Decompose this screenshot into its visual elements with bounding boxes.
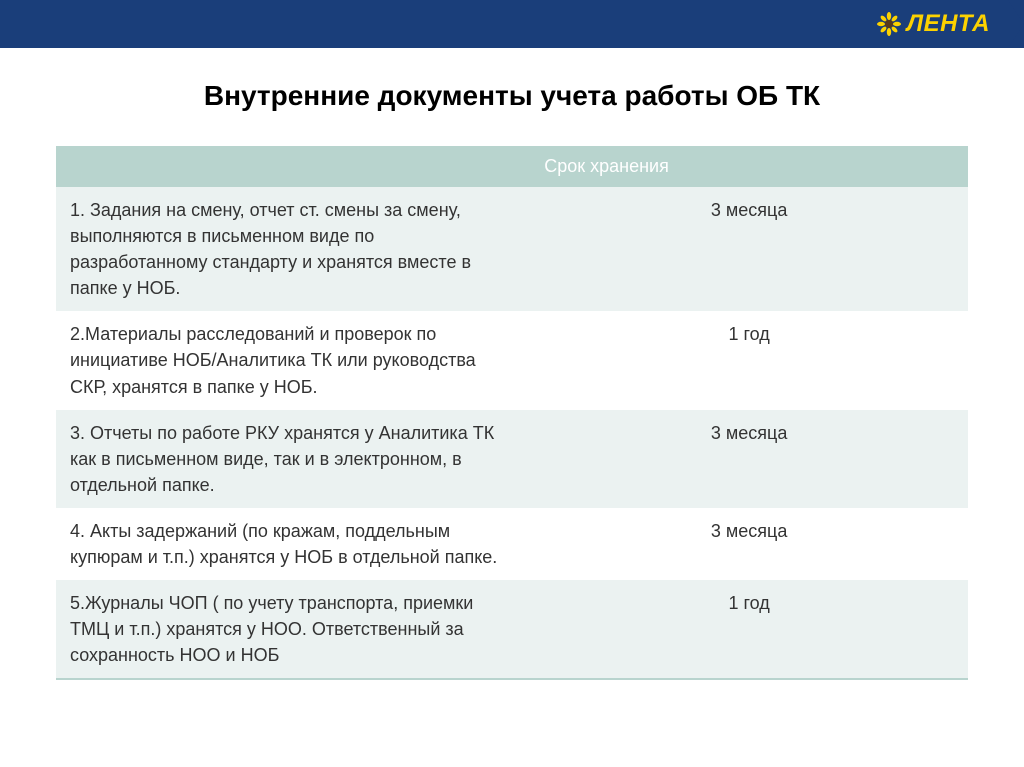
table-row: 1. Задания на смену, отчет ст. смены за … [56,187,968,311]
table-header-empty [56,146,530,187]
page-title: Внутренние документы учета работы ОБ ТК [56,80,968,112]
period-cell: 1 год [530,580,968,679]
table-row: 2.Материалы расследований и проверок по … [56,311,968,409]
table-row: 3. Отчеты по работе РКУ хранятся у Анали… [56,410,968,508]
description-cell: 2.Материалы расследований и проверок по … [56,311,530,409]
table-row: 4. Акты задержаний (по кражам, поддельны… [56,508,968,580]
logo-box: ЛЕНТА [865,0,1008,48]
period-cell: 3 месяца [530,187,968,311]
table-header-period: Срок хранения [530,146,968,187]
period-cell: 3 месяца [530,410,968,508]
description-cell: 4. Акты задержаний (по кражам, поддельны… [56,508,530,580]
description-cell: 5.Журналы ЧОП ( по учету транспорта, при… [56,580,530,679]
logo-text: ЛЕНТА [907,10,990,38]
slide-content: Внутренние документы учета работы ОБ ТК … [0,48,1024,712]
sunflower-icon [877,12,901,36]
table-row: 5.Журналы ЧОП ( по учету транспорта, при… [56,580,968,679]
header-bar: ЛЕНТА [0,0,1024,48]
period-cell: 3 месяца [530,508,968,580]
table-header-row: Срок хранения [56,146,968,187]
description-cell: 1. Задания на смену, отчет ст. смены за … [56,187,530,311]
documents-table: Срок хранения 1. Задания на смену, отчет… [56,146,968,680]
description-cell: 3. Отчеты по работе РКУ хранятся у Анали… [56,410,530,508]
period-cell: 1 год [530,311,968,409]
